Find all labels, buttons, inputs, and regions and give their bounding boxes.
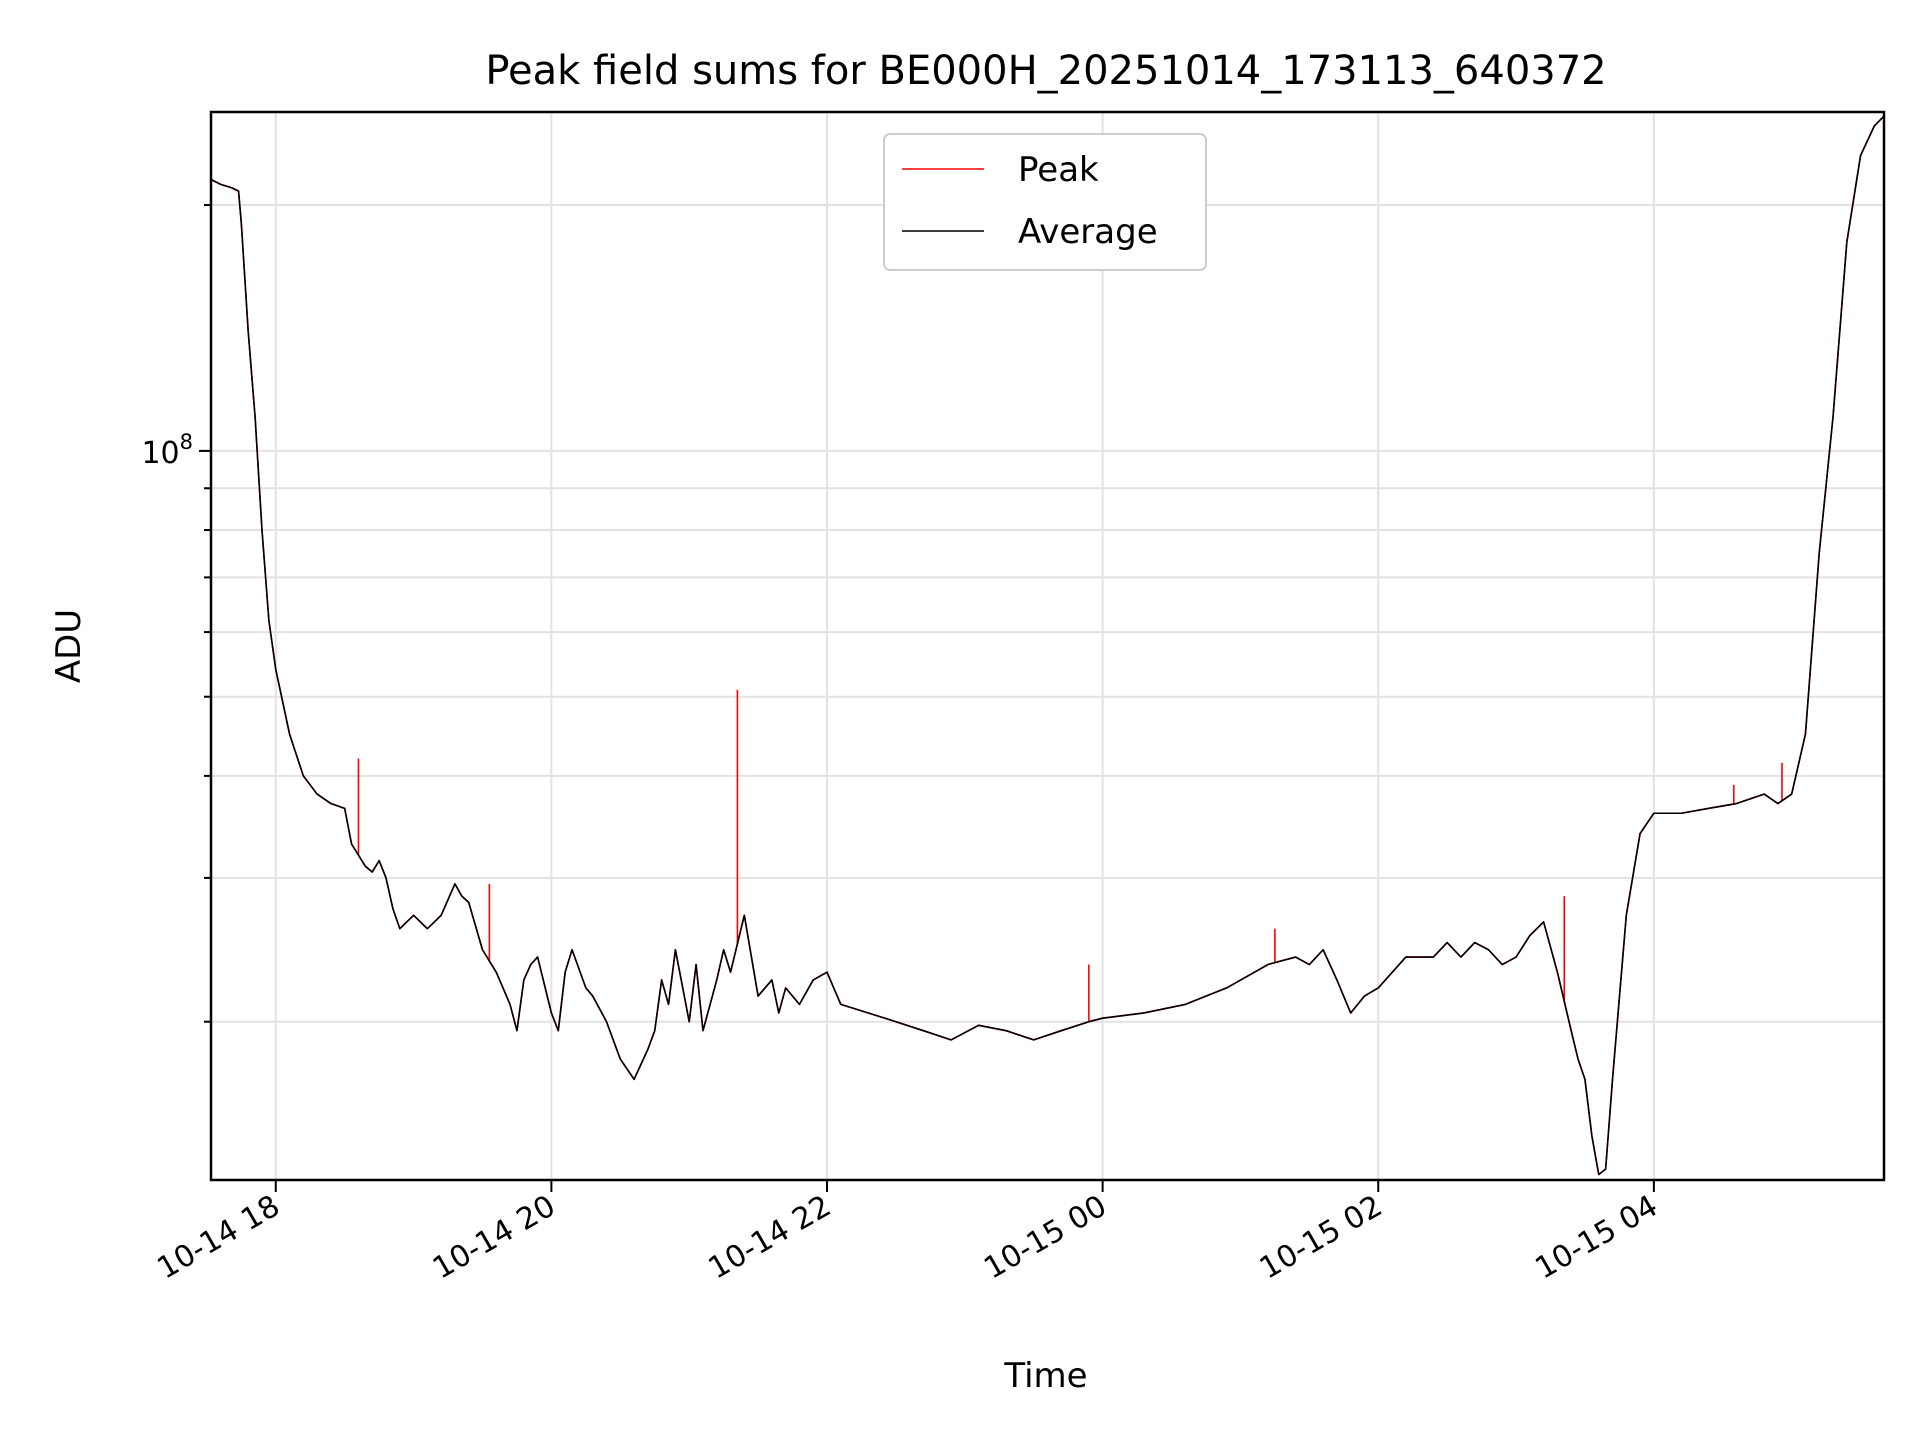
chart-title: Peak field sums for BE000H_20251014_1731…: [485, 48, 1606, 94]
grid: [211, 112, 1884, 1180]
average-series-line: [210, 115, 1885, 1176]
legend-average-label: Average: [1018, 212, 1158, 252]
legend-box: [883, 133, 1207, 271]
y-tick-label: 108: [141, 430, 193, 471]
legend-peak-label: Peak: [1018, 150, 1099, 190]
series-layer: [210, 115, 1885, 1176]
plot-frame: [209, 110, 1886, 1182]
legend: Peak Average: [883, 133, 1207, 271]
x-axis-label: Time: [1003, 1356, 1087, 1396]
y-axis-label: ADU: [49, 609, 89, 683]
